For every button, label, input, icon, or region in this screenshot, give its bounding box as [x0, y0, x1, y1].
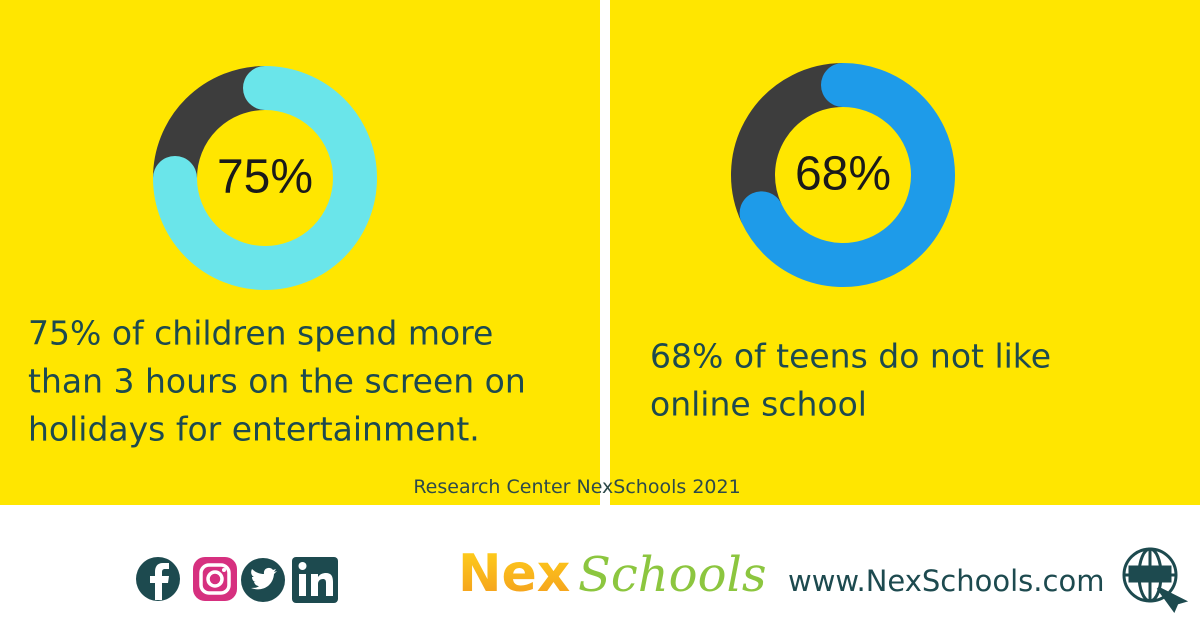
donut-segment [731, 63, 844, 223]
donut-segment [153, 66, 377, 290]
caption-line: 75% of children spend more [28, 314, 493, 353]
center-label: 68% [795, 148, 891, 201]
donut-segment [739, 63, 955, 287]
logo-nex: Nex [458, 544, 570, 604]
caption-line: 68% of teens do not like [650, 337, 1051, 376]
caption-line: online school [650, 385, 867, 424]
social-icons [136, 557, 338, 603]
caption-line: holidays for entertainment. [28, 410, 480, 449]
website-url[interactable]: www.NexSchools.com [788, 564, 1104, 598]
center-label: 75% [217, 151, 313, 204]
globe-icon [1122, 547, 1189, 614]
caption-line: than 3 hours on the screen on [28, 362, 526, 401]
logo-schools: Schools [578, 547, 766, 603]
source: Research Center NexSchools 2021 [413, 476, 740, 498]
